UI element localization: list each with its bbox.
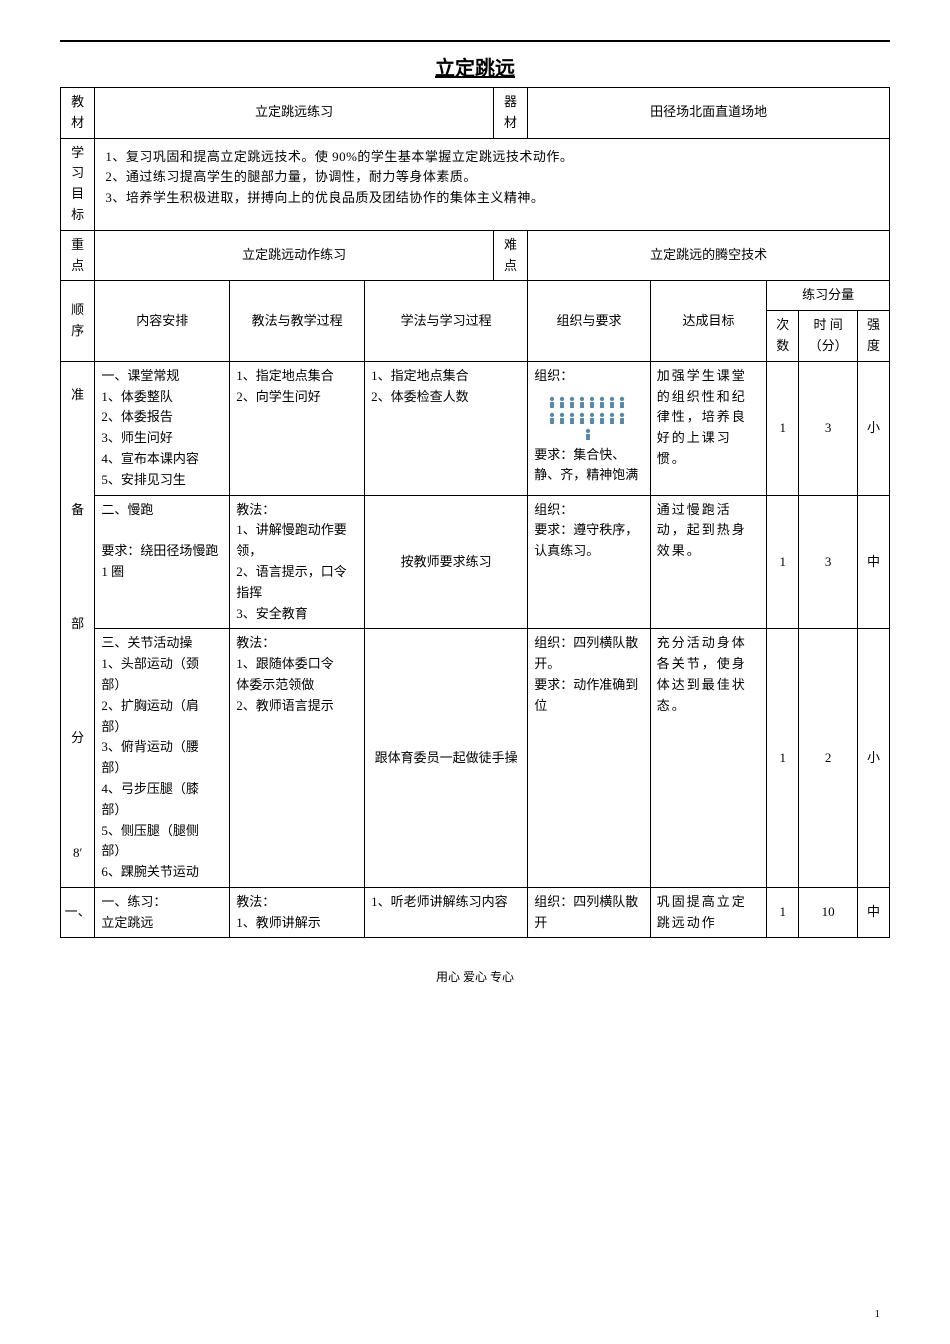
col-times: 次 数 bbox=[767, 311, 799, 362]
cell-org: 组织： 要求：遵守秩序，认真练习。 bbox=[528, 495, 651, 629]
cell-goal: 通过慢跑活动，起到热身效果。 bbox=[650, 495, 766, 629]
col-volume: 练习分量 bbox=[767, 281, 890, 311]
value-nandian: 立定跳远的腾空技术 bbox=[528, 230, 890, 281]
cell-minutes: 10 bbox=[799, 887, 858, 938]
cell-times: 1 bbox=[767, 495, 799, 629]
cell-times: 1 bbox=[767, 361, 799, 495]
label-zhongdian: 重 点 bbox=[61, 230, 95, 281]
cell-times: 1 bbox=[767, 629, 799, 888]
org-label: 组织： bbox=[534, 368, 573, 383]
table-row: 一、 一、练习： 立定跳远 教法： 1、教师讲解示 1、听老师讲解练习内容 组织… bbox=[61, 887, 890, 938]
col-content: 内容安排 bbox=[95, 281, 230, 361]
cell-content: 一、课堂常规 1、体委整队 2、体委报告 3、师生问好 4、宣布本课内容 5、安… bbox=[95, 361, 230, 495]
footer-text: 用心 爱心 专心 bbox=[60, 968, 890, 985]
label-mubiao: 学 习 目 标 bbox=[61, 138, 95, 230]
table-row: 三、关节活动操 1、头部运动（颈部） 2、扩胸运动（肩部） 3、俯背运动（腰部）… bbox=[61, 629, 890, 888]
cell-teach: 教法： 1、教师讲解示 bbox=[230, 887, 365, 938]
table-row: 二、慢跑 要求：绕田径场慢跑 1 圈 教法： 1、讲解慢跑动作要领， 2、语言提… bbox=[61, 495, 890, 629]
cell-org: 组织： 要求：集合快、静、齐，精神饱满 bbox=[528, 361, 651, 495]
section-main-label: 一、 bbox=[61, 887, 95, 938]
value-jiaocai: 立定跳远练习 bbox=[95, 88, 494, 139]
col-learn: 学法与学习过程 bbox=[365, 281, 528, 361]
cell-content: 一、练习： 立定跳远 bbox=[95, 887, 230, 938]
cell-goal: 巩固提高立定跳远动作 bbox=[650, 887, 766, 938]
formation-icon bbox=[544, 391, 634, 441]
cell-intensity: 中 bbox=[858, 495, 890, 629]
org-req: 要求：集合快、静、齐，精神饱满 bbox=[534, 445, 644, 487]
cell-goal: 加强学生课堂的组织性和纪律性，培养良好的上课习惯。 bbox=[650, 361, 766, 495]
cell-content: 二、慢跑 要求：绕田径场慢跑 1 圈 bbox=[95, 495, 230, 629]
cell-content: 三、关节活动操 1、头部运动（颈部） 2、扩胸运动（肩部） 3、俯背运动（腰部）… bbox=[95, 629, 230, 888]
cell-teach: 教法： 1、跟随体委口令 体委示范领做 2、教师语言提示 bbox=[230, 629, 365, 888]
cell-intensity: 小 bbox=[858, 629, 890, 888]
lesson-plan-table: 教 材 立定跳远练习 器 材 田径场北面直道场地 学 习 目 标 1、复习巩固和… bbox=[60, 87, 890, 938]
cell-teach: 教法： 1、讲解慢跑动作要领， 2、语言提示，口令指挥 3、安全教育 bbox=[230, 495, 365, 629]
col-teach: 教法与教学过程 bbox=[230, 281, 365, 361]
label-jiaocai: 教 材 bbox=[61, 88, 95, 139]
table-row: 准 备 部 分 8′ 一、课堂常规 1、体委整队 2、体委报告 3、师生问好 4… bbox=[61, 361, 890, 495]
cell-intensity: 小 bbox=[858, 361, 890, 495]
page-title: 立定跳远 bbox=[60, 52, 890, 81]
value-zhongdian: 立定跳远动作练习 bbox=[95, 230, 494, 281]
cell-minutes: 3 bbox=[799, 361, 858, 495]
cell-learn: 1、听老师讲解练习内容 bbox=[365, 887, 528, 938]
col-intensity: 强 度 bbox=[858, 311, 890, 362]
cell-minutes: 2 bbox=[799, 629, 858, 888]
cell-minutes: 3 bbox=[799, 495, 858, 629]
label-nandian: 难 点 bbox=[493, 230, 527, 281]
col-org: 组织与要求 bbox=[528, 281, 651, 361]
cell-org: 组织：四列横队散开。 要求：动作准确到位 bbox=[528, 629, 651, 888]
label-qicai: 器 材 bbox=[493, 88, 527, 139]
cell-teach: 1、指定地点集合 2、向学生问好 bbox=[230, 361, 365, 495]
col-minutes: 时 间 （分） bbox=[799, 311, 858, 362]
col-seq: 顺 序 bbox=[61, 281, 95, 361]
cell-learn: 跟体育委员一起做徒手操 bbox=[365, 629, 528, 888]
cell-goal: 充分活动身体各关节，使身体达到最佳状态。 bbox=[650, 629, 766, 888]
section-prep-label: 准 备 部 分 8′ bbox=[61, 361, 95, 887]
cell-learn: 按教师要求练习 bbox=[365, 495, 528, 629]
page-number: 1 bbox=[875, 1308, 881, 1320]
cell-learn: 1、指定地点集合 2、体委检查人数 bbox=[365, 361, 528, 495]
cell-intensity: 中 bbox=[858, 887, 890, 938]
value-objectives: 1、复习巩固和提高立定跳远技术。使 90%的学生基本掌握立定跳远技术动作。 2、… bbox=[95, 138, 890, 230]
cell-org: 组织：四列横队散开 bbox=[528, 887, 651, 938]
value-qicai: 田径场北面直道场地 bbox=[528, 88, 890, 139]
cell-times: 1 bbox=[767, 887, 799, 938]
col-goal: 达成目标 bbox=[650, 281, 766, 361]
